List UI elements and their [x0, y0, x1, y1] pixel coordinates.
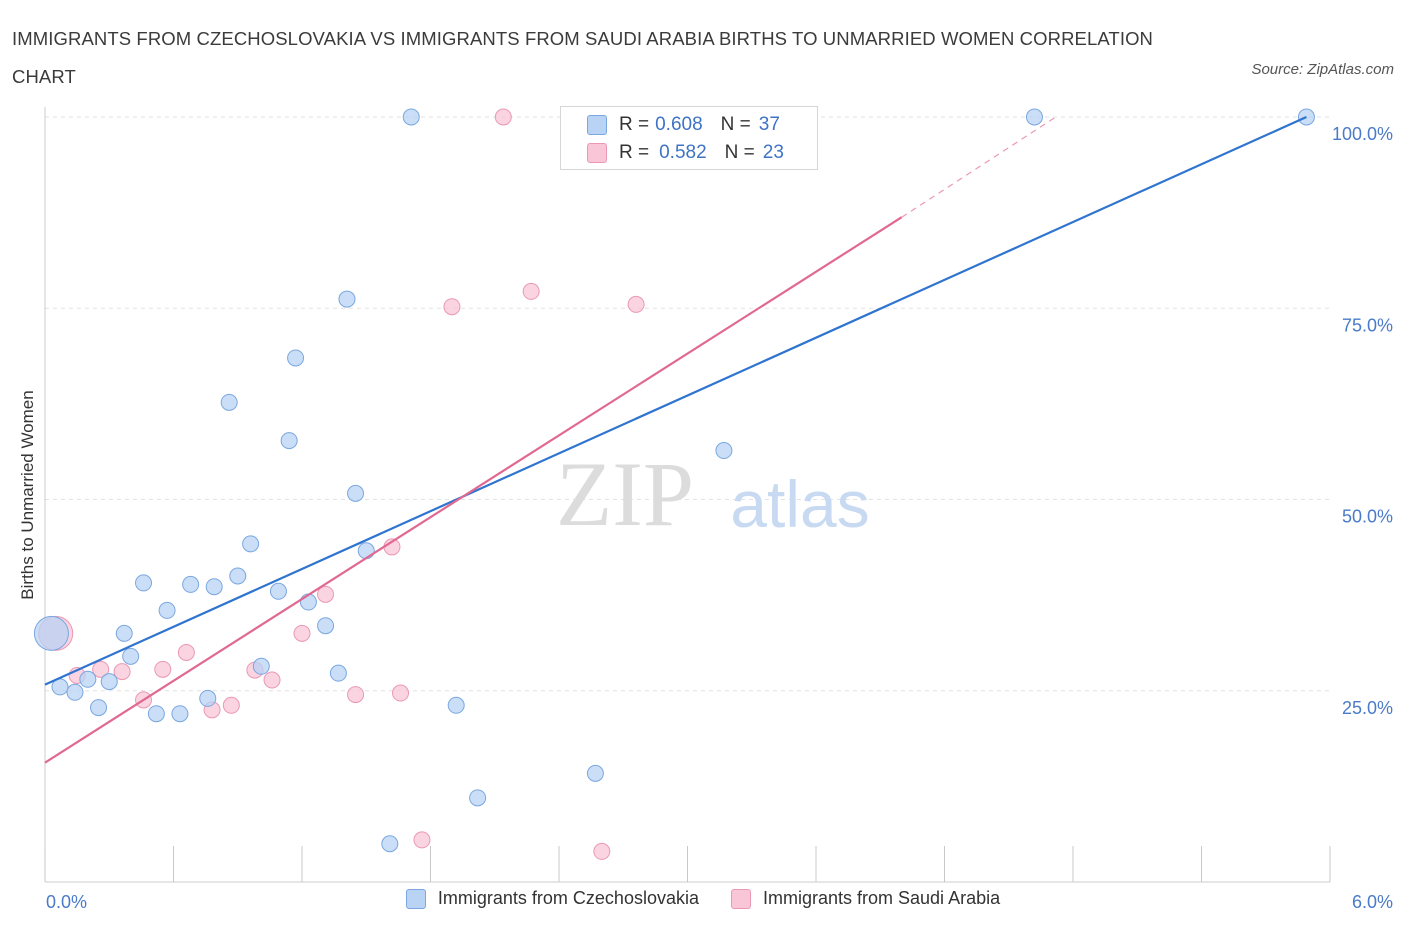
- watermark-atlas: atlas: [730, 467, 869, 541]
- data-point-czechoslovakia: [381, 835, 399, 853]
- data-point-czechoslovakia: [252, 657, 270, 675]
- data-point-saudi-arabia: [347, 686, 365, 704]
- legend-label-czechoslovakia: Immigrants from Czechoslovakia: [437, 888, 699, 908]
- data-point-czechoslovakia: [338, 290, 356, 308]
- data-point-czechoslovakia: [287, 349, 305, 367]
- y-tick-label: 50.0%: [1342, 507, 1393, 527]
- n-label: N =: [724, 142, 755, 163]
- data-point-czechoslovakia: [299, 593, 317, 611]
- y-tick-label: 100.0%: [1332, 124, 1393, 144]
- data-point-czechoslovakia: [329, 664, 347, 682]
- data-point-czechoslovakia: [1025, 108, 1043, 126]
- data-point-saudi-arabia: [177, 644, 195, 661]
- legend-item-saudi-arabia[interactable]: Immigrants from Saudi Arabia: [731, 888, 1000, 909]
- data-point-czechoslovakia: [447, 696, 465, 714]
- n-value: 37: [758, 114, 780, 135]
- data-point-czechoslovakia: [357, 542, 375, 560]
- data-point-czechoslovakia: [199, 689, 217, 707]
- data-point-czechoslovakia: [317, 617, 335, 635]
- data-point-czechoslovakia: [158, 601, 176, 619]
- data-point-czechoslovakia: [586, 764, 604, 782]
- data-point-saudi-arabia: [494, 108, 512, 126]
- data-point-saudi-arabia: [222, 696, 240, 714]
- stats-legend: R = 0.608 N = 37 R = 0.582 N = 23: [560, 106, 818, 170]
- data-point-saudi-arabia: [392, 684, 410, 702]
- data-point-czechoslovakia: [135, 574, 153, 592]
- r-label: R =: [619, 114, 650, 135]
- data-point-czechoslovakia: [242, 535, 260, 553]
- x-tick-label: 6.0%: [1352, 892, 1393, 912]
- legend-label-saudi-arabia: Immigrants from Saudi Arabia: [763, 888, 1001, 908]
- data-point-czechoslovakia: [402, 108, 420, 126]
- r-value: 0.608: [655, 114, 703, 135]
- y-tick-label: 25.0%: [1342, 698, 1393, 718]
- data-point-czechoslovakia: [347, 484, 365, 502]
- data-point-czechoslovakia: [269, 582, 287, 600]
- trendline-saudi-arabia-extension: [901, 116, 1057, 218]
- r-value: 0.582: [659, 142, 707, 163]
- data-point-saudi-arabia: [154, 660, 172, 678]
- data-point-saudi-arabia: [522, 282, 540, 300]
- trendline-czechoslovakia: [44, 115, 1307, 686]
- data-point-saudi-arabia: [443, 298, 461, 316]
- data-point-czechoslovakia: [469, 789, 487, 807]
- data-point-saudi-arabia: [413, 831, 431, 849]
- data-point-czechoslovakia: [147, 705, 165, 723]
- data-point-czechoslovakia: [182, 575, 200, 593]
- data-point-czechoslovakia: [115, 624, 133, 642]
- x-tick-label: 0.0%: [46, 892, 87, 912]
- stats-swatch-saudi-arabia: [587, 143, 607, 163]
- data-point-czechoslovakia: [66, 683, 84, 701]
- legend-swatch-saudi-arabia: [731, 888, 751, 909]
- n-label: N =: [720, 114, 751, 135]
- data-point-czechoslovakia: [100, 673, 118, 691]
- watermark-zip: ZIP: [556, 443, 694, 545]
- n-value: 23: [762, 142, 784, 163]
- data-point-saudi-arabia: [263, 671, 281, 689]
- data-point-czechoslovakia: [122, 647, 140, 665]
- data-point-saudi-arabia: [317, 585, 335, 603]
- chart-title: IMMIGRANTS FROM CZECHOSLOVAKIA VS IMMIGR…: [12, 28, 1154, 87]
- stats-row-saudi-arabia: R = 0.582 N = 23: [587, 139, 784, 167]
- trendline-saudi-arabia: [44, 216, 903, 764]
- y-tick-label: 75.0%: [1342, 315, 1393, 335]
- data-point-saudi-arabia: [627, 295, 645, 313]
- stats-swatch-czechoslovakia: [587, 115, 607, 135]
- data-point-saudi-arabia: [92, 660, 110, 678]
- data-point-czechoslovakia: [33, 615, 69, 651]
- data-point-czechoslovakia: [715, 442, 733, 460]
- data-point-saudi-arabia: [293, 624, 311, 642]
- r-label: R =: [619, 142, 650, 163]
- data-point-czechoslovakia: [229, 567, 247, 585]
- data-point-czechoslovakia: [90, 699, 108, 717]
- series-legend: Immigrants from Czechoslovakia Immigrant…: [0, 888, 1406, 909]
- data-point-saudi-arabia: [593, 842, 611, 860]
- legend-swatch-czechoslovakia: [405, 888, 426, 909]
- data-point-czechoslovakia: [171, 705, 189, 723]
- stats-row-czechoslovakia: R = 0.608 N = 37: [587, 111, 780, 139]
- data-point-czechoslovakia: [280, 432, 298, 450]
- source-label: Source: ZipAtlas.com: [1251, 61, 1394, 78]
- data-point-czechoslovakia: [205, 578, 223, 596]
- data-point-czechoslovakia: [79, 670, 97, 688]
- data-point-czechoslovakia: [220, 393, 238, 411]
- data-point-saudi-arabia: [113, 663, 131, 681]
- legend-item-czechoslovakia[interactable]: Immigrants from Czechoslovakia: [405, 888, 699, 909]
